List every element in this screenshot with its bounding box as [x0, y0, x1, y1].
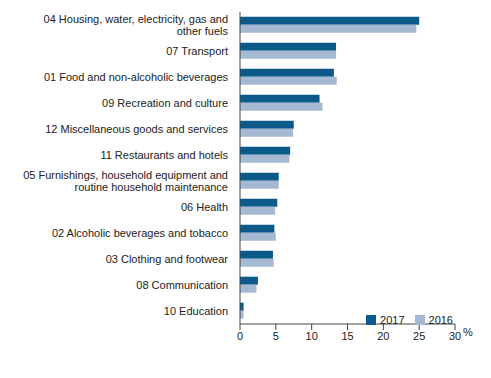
html-text:2017: 2017: [380, 314, 405, 326]
svg-text:10 Education: 10 Education: [164, 305, 228, 317]
svg-text:30: 30: [449, 330, 461, 342]
svg-text:routine household maintenance: routine household maintenance: [74, 181, 228, 193]
svg-text:08 Communication: 08 Communication: [136, 279, 228, 291]
html-text:2016: 2016: [428, 314, 453, 326]
svg-text:01 Food and non-alcoholic beve: 01 Food and non-alcoholic beverages: [44, 71, 229, 83]
svg-text:04 Housing, water, electricity: 04 Housing, water, electricity, gas and: [44, 13, 228, 25]
svg-text:other fuels: other fuels: [177, 25, 229, 37]
svg-text:0: 0: [237, 330, 243, 342]
svg-text:09 Recreation and culture: 09 Recreation and culture: [102, 97, 228, 109]
svg-text:%: %: [463, 326, 473, 338]
svg-text:25: 25: [413, 330, 425, 342]
svg-text:10: 10: [306, 330, 318, 342]
svg-text:06 Health: 06 Health: [181, 201, 228, 213]
svg-text:12 Miscellaneous goods and ser: 12 Miscellaneous goods and services: [45, 123, 228, 135]
svg-text:02 Alcoholic beverages and tob: 02 Alcoholic beverages and tobacco: [52, 227, 228, 239]
svg-text:20: 20: [377, 330, 389, 342]
svg-text:11 Restaurants and hotels: 11 Restaurants and hotels: [100, 149, 228, 161]
svg-text:5: 5: [273, 330, 279, 342]
svg-text:05 Furnishings, household equi: 05 Furnishings, household equipment and: [23, 169, 228, 181]
svg-text:07 Transport: 07 Transport: [166, 45, 228, 57]
svg-text:03 Clothing and footwear: 03 Clothing and footwear: [106, 253, 229, 265]
svg-text:15: 15: [341, 330, 353, 342]
